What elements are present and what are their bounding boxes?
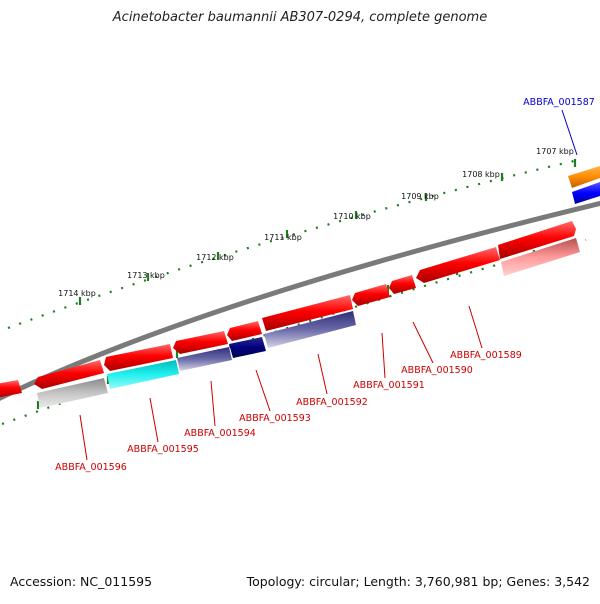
gene-block[interactable]: [107, 360, 179, 389]
kbp-tick-label: 1707 kbp: [536, 147, 574, 156]
label-connector: [381, 332, 386, 379]
gene-block[interactable]: [416, 247, 500, 283]
gene-block-1587[interactable]: [572, 182, 600, 204]
gene-block[interactable]: [498, 221, 576, 259]
gene-block[interactable]: [262, 295, 353, 331]
gene-block[interactable]: [0, 380, 22, 398]
gene-block[interactable]: [229, 337, 266, 358]
kbp-tick-label: 1711 kbp: [264, 233, 302, 242]
label-connector: [317, 353, 328, 395]
gene-label[interactable]: ABBFA_001591: [353, 380, 425, 391]
map-title: Acinetobacter baumannii AB307-0294, comp…: [112, 10, 488, 25]
gene-block-1587[interactable]: [568, 166, 600, 188]
label-connector: [412, 321, 434, 364]
gene-block[interactable]: [37, 378, 108, 408]
gene-label[interactable]: ABBFA_001596: [55, 462, 127, 473]
gene-block[interactable]: [264, 311, 356, 348]
accession-text: Accession: NC_011595: [10, 574, 153, 589]
gene-block[interactable]: [389, 275, 416, 294]
gene-labels: ABBFA_001587 ABBFA_001589 ABBFA_001590 ABBF…: [55, 97, 595, 473]
label-connector: [468, 305, 483, 349]
label-connectors: [79, 109, 578, 461]
gene-block[interactable]: [352, 284, 390, 306]
gene-block[interactable]: [227, 321, 262, 341]
gene-label[interactable]: ABBFA_001594: [184, 428, 256, 439]
forward-strand: [0, 166, 600, 398]
kbp-tick-label: 1708 kbp: [462, 170, 500, 179]
kbp-tick-label: 1712 kbp: [196, 253, 234, 262]
label-connector: [79, 414, 88, 461]
label-connector: [210, 380, 216, 427]
kbp-tick-label: 1709 kbp: [401, 192, 439, 201]
tick-labels: 1707 kbp 1708 kbp 1709 kbp 1710 kbp 1711 kbp…: [58, 147, 574, 298]
label-connector: [561, 109, 578, 156]
kbp-tick-label: 1713 kbp: [127, 271, 165, 280]
label-connector: [255, 369, 271, 412]
genome-summary: Topology: circular; Length: 3,760,981 bp…: [246, 574, 590, 589]
outer-tick-ring: [7, 158, 579, 330]
gene-block[interactable]: [501, 238, 580, 276]
gene-label[interactable]: ABBFA_001589: [450, 350, 522, 361]
gene-block[interactable]: [34, 360, 104, 389]
gene-label[interactable]: ABBFA_001590: [401, 365, 473, 376]
kbp-tick-label: 1714 kbp: [58, 289, 96, 298]
label-connector: [149, 397, 159, 443]
gene-label[interactable]: ABBFA_001595: [127, 444, 199, 455]
kbp-tick-label: 1710 kbp: [333, 212, 371, 221]
gene-block[interactable]: [104, 344, 173, 371]
gene-block[interactable]: [177, 347, 232, 371]
gene-label[interactable]: ABBFA_001593: [239, 413, 311, 424]
gene-block[interactable]: [173, 331, 228, 354]
gene-label[interactable]: ABBFA_001592: [296, 397, 368, 408]
gene-label[interactable]: ABBFA_001587: [523, 97, 595, 108]
reverse-strand: [37, 182, 600, 408]
